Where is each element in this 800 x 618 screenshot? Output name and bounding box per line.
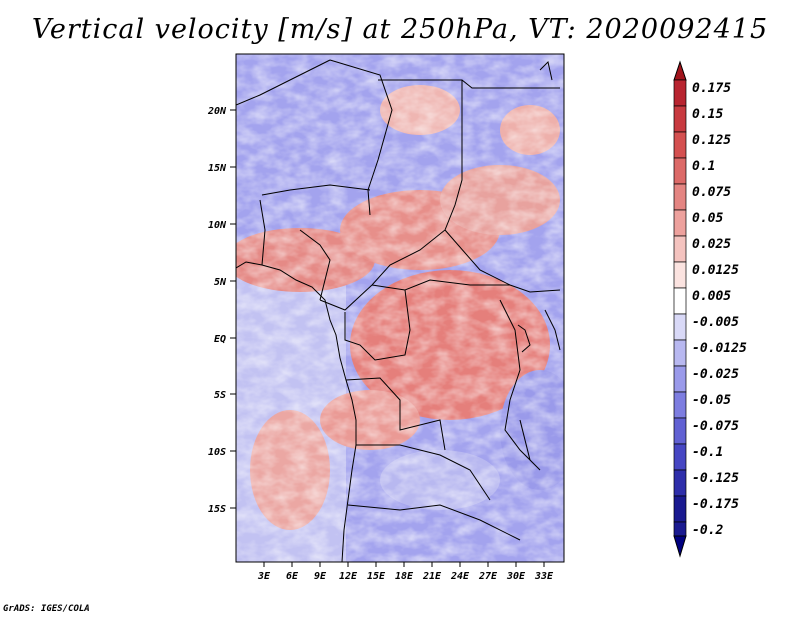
border-angola-zambia	[356, 444, 491, 501]
colorbar-label: 0.005	[692, 289, 731, 304]
colorbar-swatch	[673, 313, 687, 341]
lon-tick-label: 6E	[286, 571, 299, 582]
colorbar-label: -0.175	[692, 497, 739, 512]
border-namibia	[347, 504, 521, 541]
lon-tick-label: 3E	[257, 571, 271, 582]
lon-tick-label: 27E	[478, 571, 498, 582]
colorbar-label: -0.025	[692, 367, 739, 382]
colorbar-label: -0.0125	[692, 341, 747, 356]
colorbar-label: -0.1	[692, 445, 723, 460]
lat-tick-label: 10S	[208, 447, 226, 458]
country-borders	[236, 59, 561, 562]
colorbar-swatch	[673, 339, 687, 367]
border-nigeria-west	[259, 199, 266, 266]
lon-tick-label: 21E	[422, 571, 442, 582]
colorbar-label: -0.2	[692, 523, 723, 538]
border-cameroon	[319, 284, 373, 311]
border-drc-angola	[345, 377, 446, 451]
colorbar-swatch	[673, 365, 687, 393]
colorbar-label: 0.05	[692, 211, 723, 226]
longitude-axis: 3E 6E 9E 12E 15E 18E 21E 24E 27E 30E 33E	[257, 562, 554, 582]
coastline-west	[236, 261, 357, 562]
velocity-field	[236, 54, 564, 562]
colorbar-swatch	[673, 287, 687, 315]
lat-tick-label: 5N	[214, 277, 227, 288]
colorbar-swatch	[673, 495, 687, 523]
border-chad-sudan	[371, 79, 463, 286]
border-niger-chad	[329, 59, 393, 216]
colorbar-arrow-top	[673, 60, 687, 81]
colorbar-swatch	[673, 105, 687, 133]
colorbar-label: -0.125	[692, 471, 739, 486]
lake-tanganyika	[519, 419, 531, 461]
colorbar-swatch	[673, 79, 687, 107]
colorbar-swatch	[673, 157, 687, 185]
colorbar-label: -0.075	[692, 419, 739, 434]
lon-tick-label: 24E	[450, 571, 470, 582]
lake-victoria	[517, 324, 531, 353]
colorbar-swatch	[673, 131, 687, 159]
software-credit: GrADS: IGES/COLA	[3, 604, 90, 614]
coast-east	[544, 309, 561, 351]
lat-tick-label: 15N	[208, 163, 227, 174]
border-great-lakes	[499, 299, 541, 471]
latitude-axis: 20N 15N 10N 5N EQ 5S 10S 15S	[207, 106, 236, 515]
colorbar-label: 0.1	[692, 159, 715, 174]
colorbar-label: -0.005	[692, 315, 739, 330]
colorbar-label: 0.175	[692, 81, 731, 96]
lon-tick-label: 30E	[506, 571, 526, 582]
colorbar-label: 0.0125	[692, 263, 739, 278]
colorbar-label: 0.125	[692, 133, 731, 148]
lon-tick-label: 33E	[534, 571, 554, 582]
colorbar-arrow-bottom	[673, 535, 687, 558]
colorbar-swatch	[673, 391, 687, 419]
border-nigeria-east	[299, 229, 331, 301]
colorbar-label: 0.15	[692, 107, 723, 122]
border-egypt-sudan	[461, 79, 560, 89]
colorbar-label: 0.025	[692, 237, 731, 252]
colorbar-swatch	[673, 521, 687, 537]
lat-tick-label: 5S	[214, 390, 226, 401]
colorbar-swatch	[673, 235, 687, 263]
border-mali-niger	[261, 184, 371, 196]
border-algeria	[236, 59, 331, 106]
colorbar-label: 0.075	[692, 185, 731, 200]
border-gabon-congo	[344, 289, 411, 361]
colorbar: 0.175 0.15 0.125 0.1 0.075 0.05 0.025 0.…	[673, 60, 747, 558]
lon-tick-label: 12E	[339, 571, 358, 582]
colorbar-swatch	[673, 209, 687, 237]
lat-tick-label: 10N	[208, 220, 227, 231]
lon-tick-label: 9E	[314, 571, 327, 582]
lat-tick-label: 15S	[208, 504, 226, 515]
colorbar-swatch	[673, 261, 687, 289]
border-car	[371, 279, 510, 291]
map-frame	[235, 53, 565, 563]
colorbar-swatch	[673, 417, 687, 445]
colorbar-swatch	[673, 443, 687, 471]
lon-tick-label: 15E	[367, 571, 386, 582]
chart-title: Vertical velocity [m/s] at 250hPa, VT: 2…	[31, 14, 769, 45]
lat-tick-label: 20N	[207, 106, 227, 117]
lat-tick-label: EQ	[214, 334, 226, 345]
colorbar-swatch	[673, 183, 687, 211]
colorbar-label: -0.05	[692, 393, 731, 408]
lon-tick-label: 18E	[395, 571, 414, 582]
coast-sinai	[539, 61, 553, 81]
colorbar-swatch	[673, 469, 687, 497]
